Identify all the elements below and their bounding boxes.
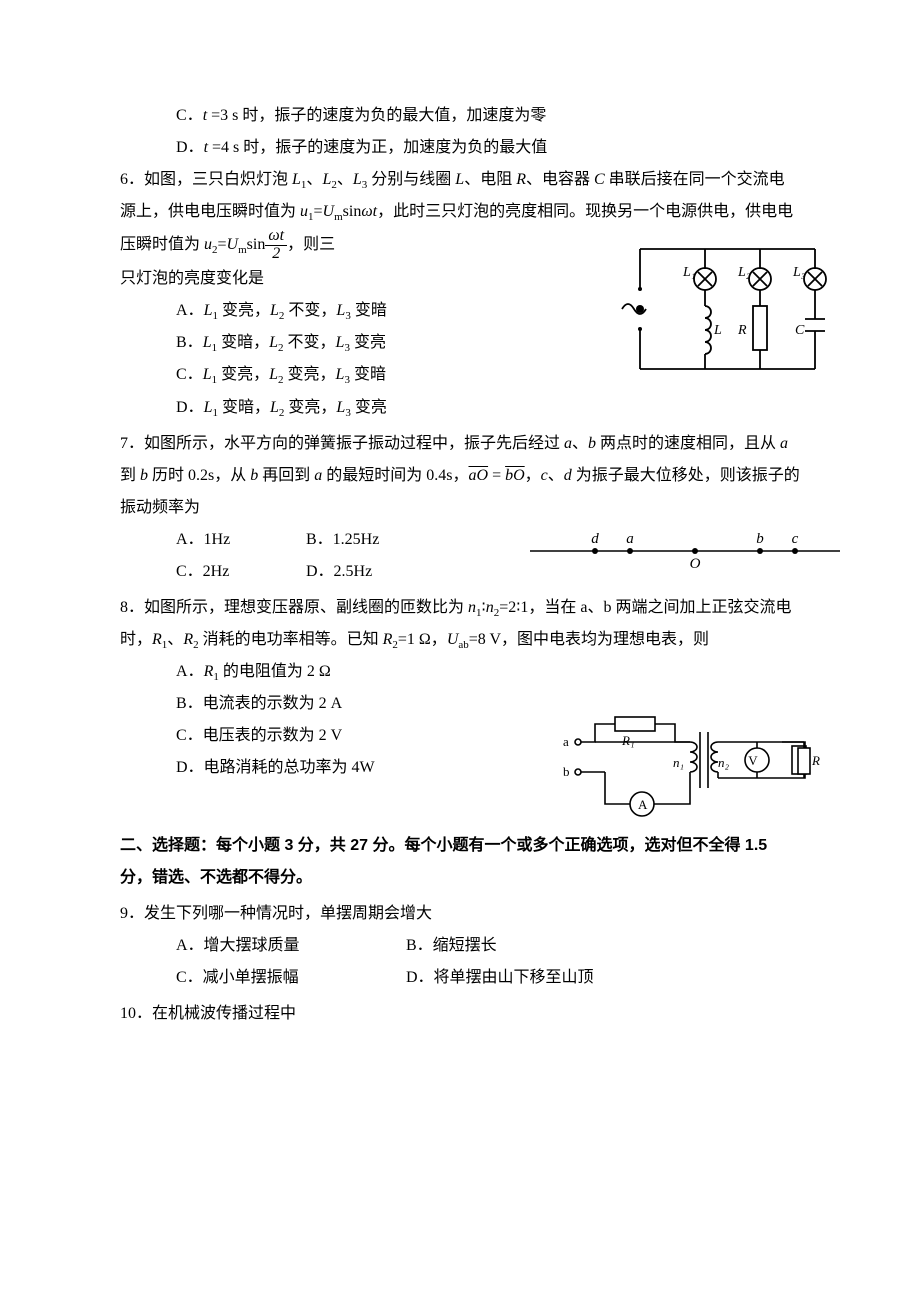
q7-opt-d: D．2.5Hz [306,556,372,588]
q6-frac-den: 2 [265,246,287,263]
q6-opt-a: A．L1 变亮，L2 不变，L3 变暗 [176,295,536,327]
q6-figure: L₁ L₂ L₃ L R C [620,234,830,384]
q7-fig-b: b [756,531,764,547]
q10-stem: 10．在机械波传播过程中 [120,998,800,1030]
q8-fig-r2: R₂ [811,753,820,768]
q5-opt-d: D．t =4 s 时，振子的速度为正，加速度为负的最大值 [176,132,800,164]
q7-stem: 7．如图所示，水平方向的弹簧振子振动过程中，振子先后经过 a、b 两点时的速度相… [120,428,800,524]
q6-fig-l3: L₃ [792,265,806,280]
q7-fig-o: O [690,556,701,571]
q6-fig-l2: L₂ [737,265,751,280]
q6-fig-r: R [737,323,747,338]
q7-figure: d a O b c [530,526,840,571]
q8: 8．如图所示，理想变压器原、副线圈的匝数比为 n1∶n2=2∶1，当在 a、b … [120,592,800,785]
q7-opt-b: B．1.25Hz [306,524,379,556]
q6: 6．如图，三只白炽灯泡 L1、L2、L3 分别与线圈 L、电阻 R、电容器 C … [120,164,800,424]
q8-fig-v: V [748,753,758,768]
q8-fig-r1: R₁ [621,733,634,748]
q7-fig-d: d [591,531,599,547]
q8-fig-am: A [638,797,648,812]
section2-heading: 二、选择题：每个小题 3 分，共 27 分。每个小题有一个或多个正确选项，选对但… [120,830,800,894]
q9-opt-b: B．缩短摆长 [406,930,497,962]
q8-opt-a: A．R1 的电阻值为 2 Ω [176,656,496,688]
q8-fig-n1: n₁ [673,755,684,770]
q8-opt-b: B．电流表的示数为 2 A [176,688,496,720]
q9-stem: 9．发生下列哪一种情况时，单摆周期会增大 [120,898,800,930]
q6-fig-l1: L₁ [682,265,696,280]
q9: 9．发生下列哪一种情况时，单摆周期会增大 A．增大摆球质量B．缩短摆长 C．减小… [120,898,800,994]
q8-fig-n2: n₂ [718,755,730,770]
q8-fig-b: b [563,764,570,779]
q8-opt-c: C．电压表的示数为 2 V [176,720,496,752]
q6-fig-l: L [713,323,722,338]
q9-opt-c: C．减小单摆振幅 [176,962,406,994]
q6-stem-tail: ，则三 [287,236,335,253]
q7-opt-c: C．2Hz [176,556,306,588]
q7-fig-a: a [626,531,634,547]
q6-frac-num: ωt [265,228,287,246]
q7-opt-a: A．1Hz [176,524,306,556]
q8-stem: 8．如图所示，理想变压器原、副线圈的匝数比为 n1∶n2=2∶1，当在 a、b … [120,592,800,656]
q9-opt-d: D．将单摆由山下移至山顶 [406,962,594,994]
q6-fig-c: C [795,323,805,338]
q9-opt-a: A．增大摆球质量 [176,930,406,962]
q8-opt-d: D．电路消耗的总功率为 4W [176,752,496,784]
q8-figure: a b R₁ n₁ n₂ V A R₂ [560,712,820,822]
q7-fig-c: c [792,531,799,547]
q5-opt-c: C．t =3 s 时，振子的速度为负的最大值，加速度为零 [176,100,800,132]
q10: 10．在机械波传播过程中 [120,998,800,1030]
q7: 7．如图所示，水平方向的弹簧振子振动过程中，振子先后经过 a、b 两点时的速度相… [120,428,800,588]
q6-opt-b: B．L1 变暗，L2 不变，L3 变亮 [176,327,536,359]
q6-opt-c: C．L1 变亮，L2 变亮，L3 变暗 [176,359,536,391]
q6-opt-d: D．L1 变暗，L2 变亮，L3 变亮 [176,392,536,424]
q8-fig-a: a [563,734,569,749]
